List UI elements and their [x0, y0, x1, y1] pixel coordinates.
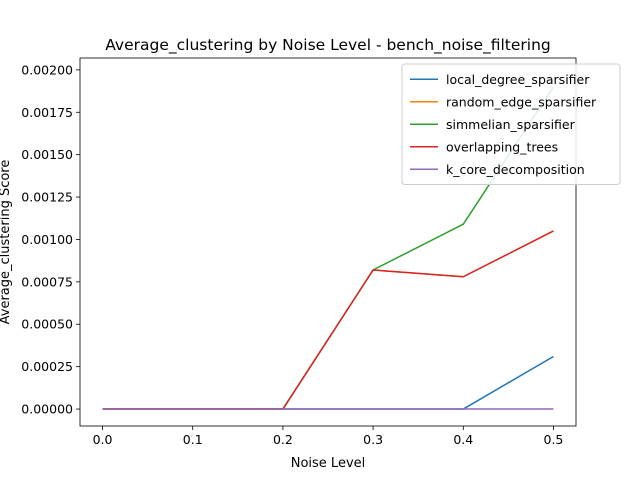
y-tick-label: 0.00200	[21, 62, 73, 77]
x-tick-label: 0.2	[273, 432, 293, 447]
y-tick-label: 0.00050	[21, 317, 73, 332]
plot-area: 0.0 0.1 0.2 0.3 0.4 0.5 0.00000 0.00025 0.00050 0…	[21, 57, 577, 447]
legend-entry-random_edge_sparsifier: random_edge_sparsifier	[446, 94, 597, 109]
legend-entry-simmelian_sparsifier: simmelian_sparsifier	[446, 117, 576, 132]
legend: local_degree_sparsifier random_edge_spars…	[401, 63, 621, 185]
x-tick-label: 0.1	[183, 432, 203, 447]
legend-box	[401, 63, 621, 185]
x-tick-label: 0.5	[544, 432, 564, 447]
y-tick-label: 0.00025	[21, 359, 73, 374]
y-tick-label: 0.00075	[21, 274, 73, 289]
y-tick-label: 0.00125	[21, 190, 73, 205]
x-tick-label: 0.3	[363, 432, 383, 447]
legend-entry-local_degree_sparsifier: local_degree_sparsifier	[446, 72, 590, 87]
y-tick-label: 0.00175	[21, 105, 73, 120]
axes-frame	[79, 57, 577, 427]
legend-entry-overlapping_trees: overlapping_trees	[446, 139, 558, 154]
x-axis-label: Noise Level	[291, 456, 366, 471]
y-axis-label: Average_clustering Score	[0, 160, 13, 325]
legend-entry-k_core_decomposition: k_core_decomposition	[446, 162, 585, 177]
x-tick-label: 0.4	[453, 432, 473, 447]
y-tick-label: 0.00000	[21, 402, 73, 417]
chart-title: Average_clustering by Noise Level - benc…	[105, 36, 551, 55]
y-tick-label: 0.00150	[21, 147, 73, 162]
x-tick-label: 0.0	[93, 432, 113, 447]
y-tick-label: 0.00100	[21, 232, 73, 247]
